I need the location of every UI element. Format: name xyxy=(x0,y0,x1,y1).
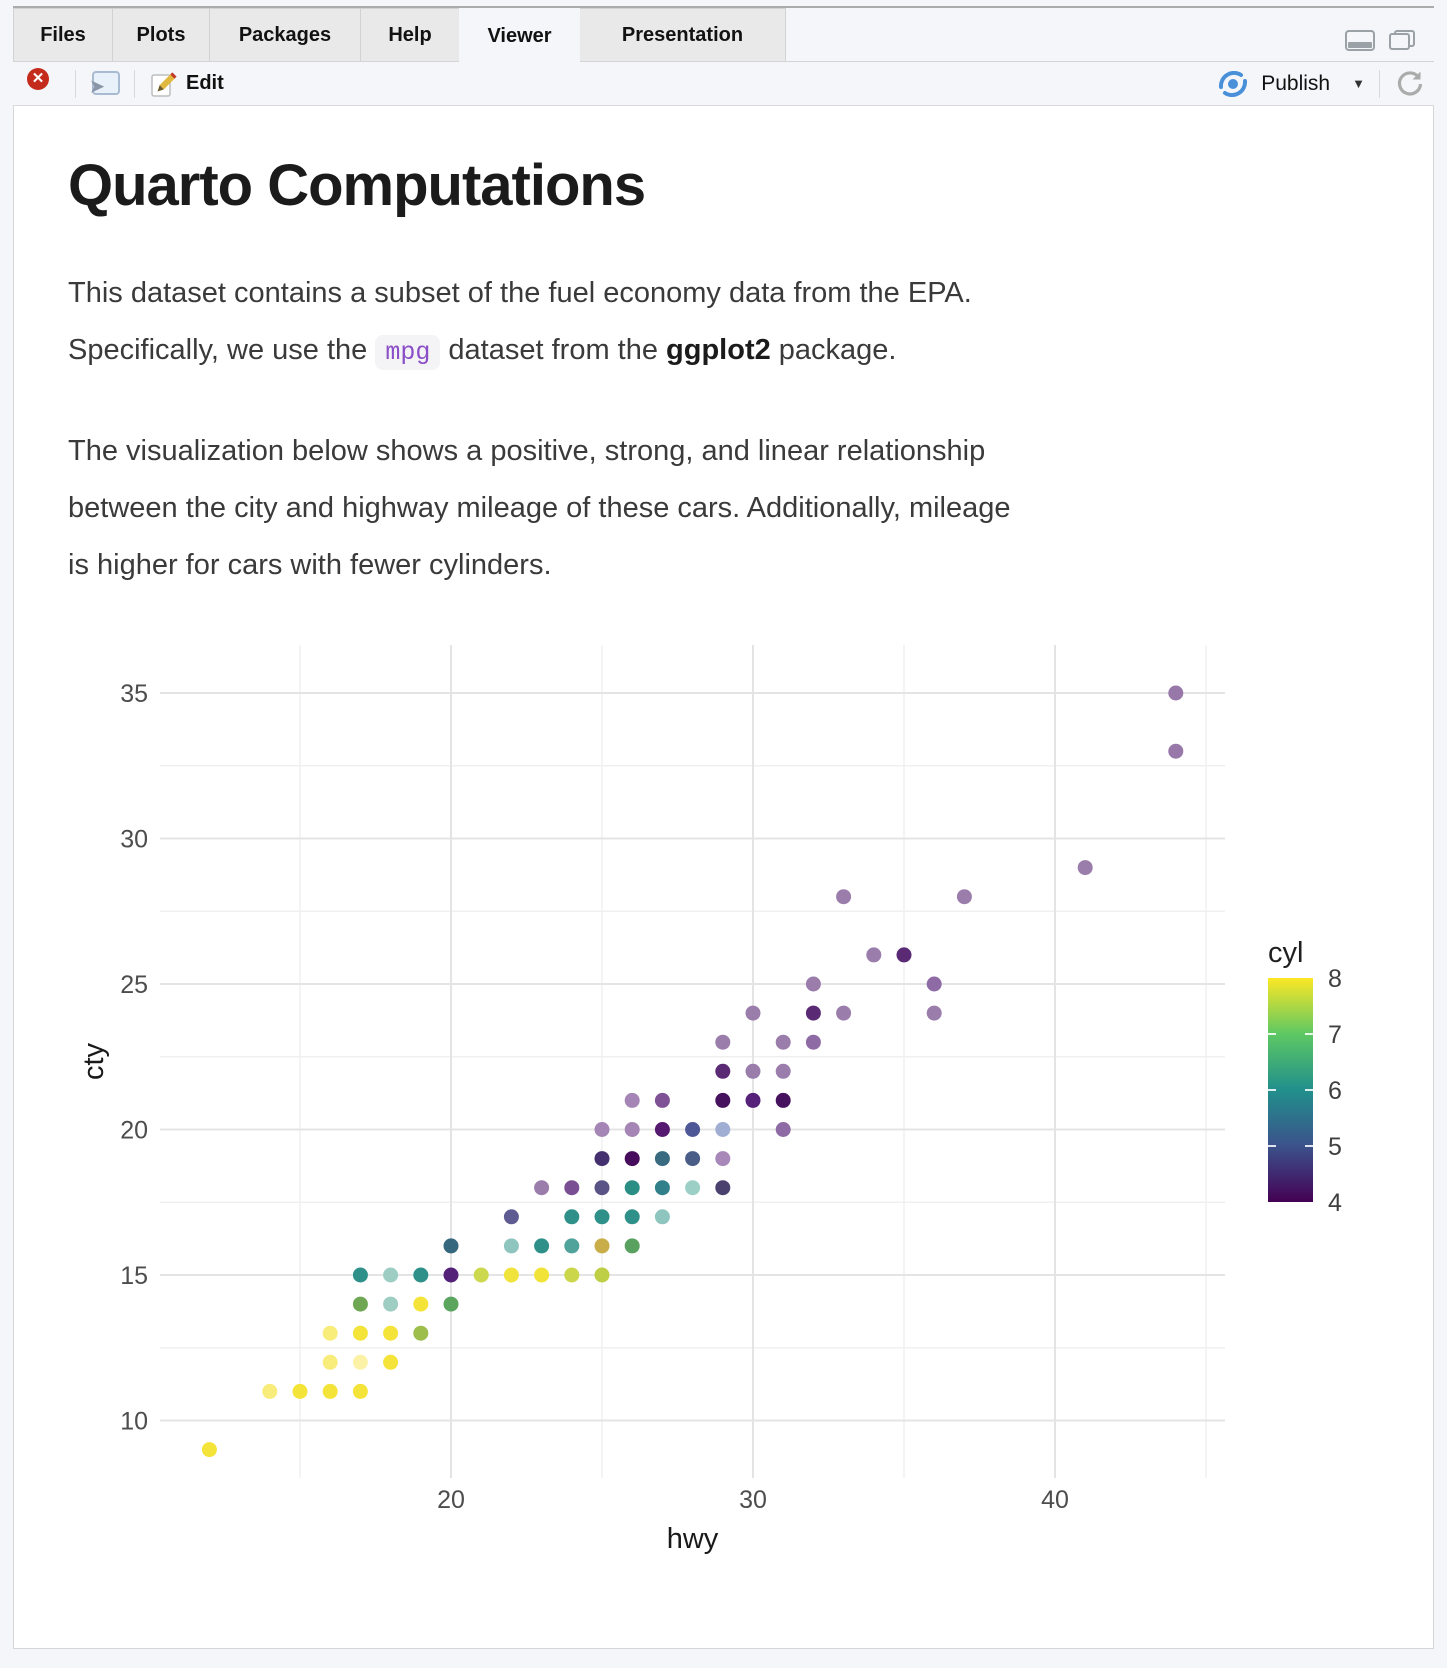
tabstrip-divider xyxy=(13,61,1434,62)
edit-button[interactable]: Edit xyxy=(149,70,224,98)
svg-text:hwy: hwy xyxy=(667,1523,719,1555)
window-icon xyxy=(92,70,120,95)
viewer-toolbar: ✕ ➤ Edit Publish xyxy=(13,62,1434,202)
publish-button[interactable]: Publish xyxy=(1261,71,1331,95)
svg-text:40: 40 xyxy=(1041,1486,1069,1514)
tab-plots[interactable]: Plots xyxy=(112,8,210,62)
svg-text:30: 30 xyxy=(120,826,148,854)
svg-text:20: 20 xyxy=(120,1117,148,1145)
svg-text:15: 15 xyxy=(120,1262,148,1290)
publish-icon xyxy=(1219,70,1248,97)
tab-files[interactable]: Files xyxy=(13,8,113,62)
minimize-pane-icon[interactable] xyxy=(1345,30,1375,51)
tab-help[interactable]: Help xyxy=(360,8,460,62)
svg-text:6: 6 xyxy=(1328,1077,1342,1105)
svg-text:30: 30 xyxy=(739,1486,767,1514)
pane-tabstrip: Files Plots Packages Help Viewer Present… xyxy=(13,8,1434,64)
svg-text:10: 10 xyxy=(120,1408,148,1436)
tab-packages[interactable]: Packages xyxy=(209,8,361,62)
publish-dropdown-caret[interactable]: ▼ xyxy=(1352,76,1365,91)
arrow-icon: ➤ xyxy=(90,76,105,96)
svg-text:cyl: cyl xyxy=(1268,937,1303,969)
pencil-icon xyxy=(151,71,177,97)
mpg-scatter-plot: 20 30 40 35 30 25 20 15 10 hwy cty cyl 8 7 6 5 4 xyxy=(78,645,1342,1555)
clear-viewer-button[interactable]: ✕ xyxy=(27,67,64,202)
toolbar-separator xyxy=(1379,69,1380,98)
svg-text:7: 7 xyxy=(1328,1021,1342,1049)
svg-text:20: 20 xyxy=(437,1486,465,1514)
svg-text:8: 8 xyxy=(1328,965,1342,993)
pane-top-border xyxy=(13,6,1434,8)
tab-viewer[interactable]: Viewer xyxy=(459,8,580,64)
refresh-icon[interactable] xyxy=(1394,68,1426,100)
svg-text:35: 35 xyxy=(120,680,148,708)
inline-code-mpg: mpg xyxy=(375,335,441,370)
svg-text:5: 5 xyxy=(1328,1133,1342,1161)
tab-presentation[interactable]: Presentation xyxy=(579,8,786,62)
paragraph-2: The visualization below shows a positive… xyxy=(68,435,1011,581)
svg-text:4: 4 xyxy=(1328,1189,1342,1217)
toolbar-separator xyxy=(134,69,135,98)
open-in-new-window-button[interactable]: ➤ xyxy=(90,70,120,97)
svg-text:25: 25 xyxy=(120,971,148,999)
paragraph-1: This dataset contains a subset of the fu… xyxy=(68,265,1373,381)
quarto-document: Quarto Computations This dataset contain… xyxy=(14,106,1433,594)
maximize-pane-icon[interactable] xyxy=(1389,30,1415,50)
red-x-icon: ✕ xyxy=(27,67,49,90)
toolbar-separator xyxy=(75,69,76,98)
page-title: Quarto Computations xyxy=(68,153,646,218)
svg-text:cty: cty xyxy=(78,1042,110,1080)
bold-ggplot2: ggplot2 xyxy=(666,334,771,366)
